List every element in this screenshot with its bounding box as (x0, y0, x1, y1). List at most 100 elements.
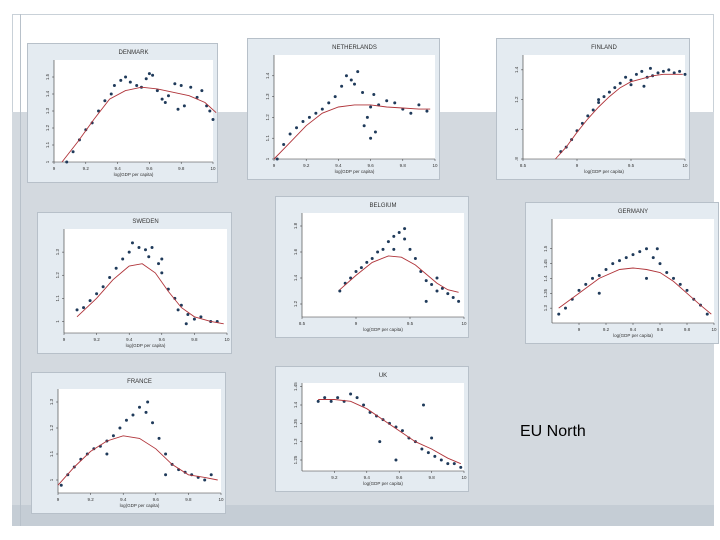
data-point (433, 454, 437, 458)
y-tick-label: 1.35 (543, 288, 548, 297)
chart-title: DENMARK (118, 50, 148, 56)
data-point (385, 99, 389, 103)
y-tick-label: 1.6 (293, 248, 298, 255)
data-point (359, 266, 363, 270)
data-point (112, 84, 116, 87)
data-point (355, 396, 359, 400)
x-tick-label: 10 (218, 497, 224, 502)
chart-uk: UK 9.2 9.4 9.6 9.8 10 1.25 1.3 1.35 1.4 1.45 log(GD… (293, 373, 467, 486)
y-tick-label: 1.3 (265, 93, 270, 100)
data-point (361, 90, 365, 94)
data-point (457, 299, 461, 303)
data-point (705, 312, 709, 316)
chart-panel-denmark: DENMARK 9 9.2 9.4 9.6 9.8 10 1 1.1 1.2 1.3 1.4 1.5 lo… (27, 43, 218, 183)
y-tick-label: 1.2 (45, 124, 50, 131)
data-point (678, 69, 682, 73)
data-point (426, 451, 430, 455)
data-point (648, 66, 652, 70)
data-point (381, 247, 385, 251)
data-point (420, 447, 424, 451)
data-point (340, 84, 344, 88)
x-tick-label: 9.6 (367, 163, 374, 168)
x-tick-label: 10 (224, 337, 230, 342)
data-point (422, 403, 425, 407)
data-point (386, 240, 390, 244)
data-point (604, 268, 608, 272)
data-point (397, 231, 401, 234)
data-point (642, 84, 646, 88)
data-point (446, 462, 450, 466)
y-tick-label: 1.3 (45, 107, 50, 114)
chart-denmark: DENMARK 9 9.2 9.4 9.6 9.8 10 1 1.1 1.2 1.3 1.4 1.5 lo… (45, 50, 217, 177)
chart-title: BELGIUM (369, 203, 396, 209)
x-tick-label: 9.4 (114, 166, 121, 171)
x-tick-label: 9 (273, 163, 276, 168)
data-point (338, 289, 342, 293)
fit-line (555, 73, 683, 160)
data-point (336, 396, 340, 400)
data-point (435, 289, 439, 293)
data-point (683, 72, 687, 76)
data-point (111, 434, 115, 438)
data-point (393, 101, 397, 105)
y-tick-label: 1.2 (265, 114, 270, 121)
data-point (353, 82, 356, 86)
data-point (417, 103, 421, 107)
data-point (378, 440, 382, 444)
data-point (631, 253, 635, 257)
data-point (121, 257, 125, 261)
x-tick-label: 9 (576, 163, 579, 168)
data-point (369, 105, 373, 109)
data-point (173, 82, 177, 86)
y-tick-label: 1.35 (293, 418, 298, 427)
data-point (365, 260, 369, 264)
data-point (640, 69, 644, 73)
data-point (160, 257, 164, 261)
data-point (144, 77, 148, 81)
x-axis-label: log(GDP per capita) (335, 169, 375, 174)
x-tick-label: 10 (682, 163, 688, 168)
y-tick-label: 1 (514, 128, 519, 131)
data-point (672, 276, 675, 280)
data-point (135, 84, 139, 87)
data-point (591, 108, 595, 112)
data-point (413, 257, 417, 260)
data-point (597, 291, 601, 295)
data-point (618, 259, 621, 263)
x-tick-label: 9.2 (603, 327, 610, 332)
chart-netherlands: NETHERLANDS 9 9.2 9.4 9.6 9.8 10 1 1.1 1.2 1.3 1.4 l… (265, 45, 438, 174)
data-point (439, 458, 443, 462)
data-point (144, 248, 147, 252)
x-tick-label: 9.5 (628, 163, 635, 168)
x-tick-label: 9.8 (684, 327, 691, 332)
y-tick-label: 1.5 (45, 73, 50, 80)
x-tick-label: 9.4 (335, 163, 342, 168)
x-axis-label: log(GDP per capita) (114, 172, 154, 177)
x-tick-label: 9 (578, 327, 581, 332)
y-tick-label: 1 (49, 478, 54, 481)
y-tick-label: 1.5 (543, 245, 548, 252)
data-point (130, 241, 134, 245)
data-point (430, 436, 434, 440)
y-tick-label: 1.2 (55, 272, 60, 279)
data-point (362, 124, 366, 128)
data-point (105, 452, 109, 456)
data-point (195, 95, 199, 99)
data-point (577, 288, 581, 292)
x-tick-label: 9.4 (126, 337, 133, 342)
y-tick-label: 1.3 (293, 438, 298, 445)
data-point (667, 68, 671, 72)
fit-line (339, 255, 459, 293)
data-point (435, 276, 439, 280)
data-point (373, 130, 377, 134)
data-point (597, 98, 601, 102)
y-tick-label: 1.4 (514, 66, 519, 73)
plot-area (302, 213, 464, 317)
y-tick-label: 1 (55, 320, 60, 323)
data-point (151, 73, 155, 77)
data-point (307, 115, 311, 119)
data-point (586, 114, 590, 118)
data-point (147, 255, 151, 259)
x-tick-label: 9 (57, 497, 60, 502)
chart-germany: GERMANY 9 9.2 9.4 9.6 9.8 10 1.3 1.35 1.4 1.45 1.5 l… (543, 209, 717, 338)
